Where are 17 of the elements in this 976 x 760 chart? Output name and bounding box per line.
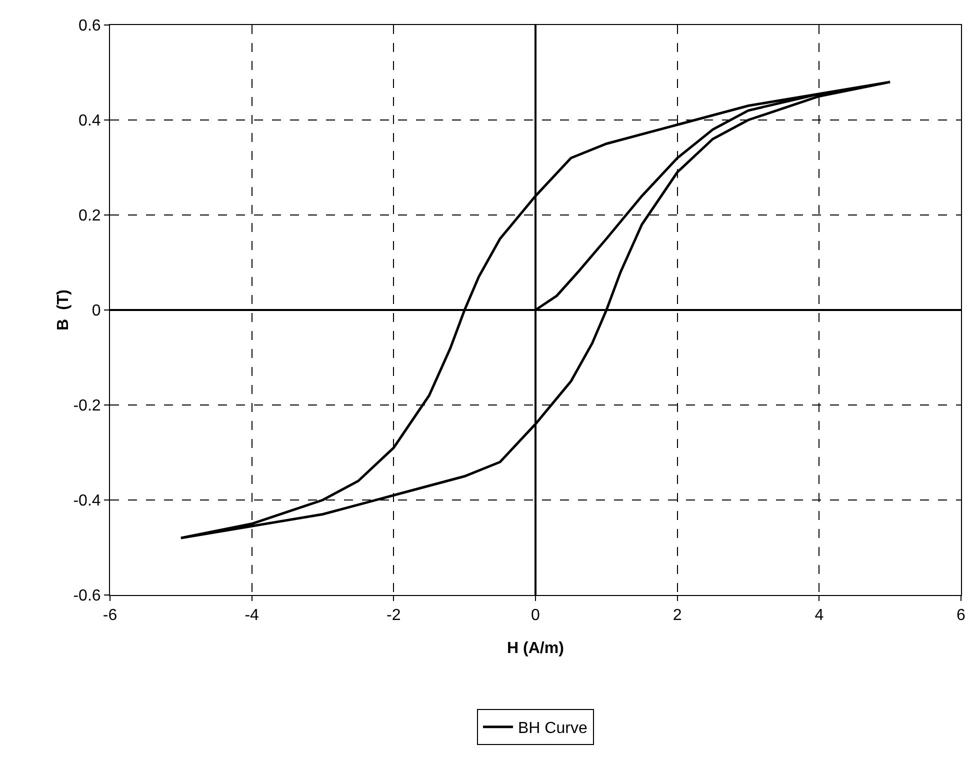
x-tick-label: 6 [956,607,966,624]
y-tick-label: 0 [92,302,101,320]
x-tick-label: 4 [814,607,824,624]
y-tick-label: 0.6 [78,18,101,35]
y-tick-label: -0.6 [73,588,101,605]
x-tick-label: 2 [672,607,682,624]
y-axis-title: B (T) [55,290,72,330]
x-tick-label: -4 [244,607,260,624]
y-tick-label: -0.2 [73,398,101,415]
y-tick-label: 0.2 [78,208,101,225]
legend-label: BH Curve [518,720,588,738]
x-tick-label: 0 [531,607,540,624]
x-tick-label: -6 [102,607,118,624]
y-tick-label: 0.4 [78,112,101,130]
y-tick-label: -0.4 [73,492,101,510]
x-axis-title: H (A/m) [507,640,564,657]
x-tick-label: -2 [386,607,401,624]
